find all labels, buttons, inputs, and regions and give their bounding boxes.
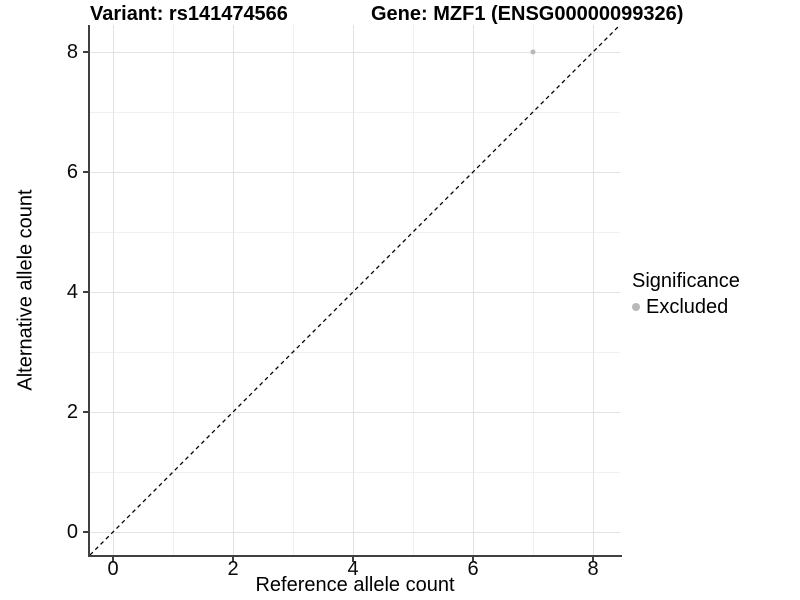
y-tick-mark — [83, 411, 88, 413]
plot-title-variant: Variant: rs141474566 — [90, 3, 288, 25]
gridline-major-vertical — [473, 25, 474, 555]
plot-panel — [90, 25, 620, 555]
gridline-minor-horizontal — [90, 112, 620, 113]
gridline-minor-horizontal — [90, 232, 620, 233]
x-axis-title: Reference allele count — [255, 574, 455, 596]
y-axis-line — [88, 25, 90, 557]
identity-line — [90, 25, 620, 555]
gridline-major-horizontal — [90, 532, 620, 533]
x-tick-mark — [592, 557, 594, 562]
x-axis-line — [88, 555, 622, 557]
x-tick-mark — [352, 557, 354, 562]
y-tick-mark — [83, 171, 88, 173]
x-tick-mark — [472, 557, 474, 562]
gridline-minor-vertical — [413, 25, 414, 555]
plot-canvas — [90, 25, 620, 555]
gridline-minor-vertical — [293, 25, 294, 555]
gridline-major-horizontal — [90, 412, 620, 413]
data-point-excluded — [530, 49, 536, 55]
legend-title: Significance — [632, 270, 740, 292]
y-tick-mark — [83, 291, 88, 293]
legend-item-label: Excluded — [646, 296, 729, 318]
gridline-minor-horizontal — [90, 472, 620, 473]
y-tick-label: 8 — [66, 41, 78, 63]
x-tick-mark — [232, 557, 234, 562]
gridline-major-horizontal — [90, 172, 620, 173]
y-tick-mark — [83, 51, 88, 53]
gridline-major-vertical — [353, 25, 354, 555]
legend-item-excluded: Excluded — [632, 295, 740, 319]
plot-title-gene: Gene: MZF1 (ENSG00000099326) — [371, 3, 684, 25]
y-axis-title: Alternative allele count — [14, 189, 37, 391]
y-tick-mark — [83, 531, 88, 533]
gridline-major-vertical — [113, 25, 114, 555]
gridline-major-vertical — [233, 25, 234, 555]
gridline-major-horizontal — [90, 292, 620, 293]
y-tick-label: 0 — [66, 521, 78, 543]
x-tick-mark — [112, 557, 114, 562]
x-tick-label: 2 — [227, 558, 239, 580]
x-tick-label: 0 — [107, 558, 119, 580]
gridline-minor-horizontal — [90, 352, 620, 353]
gridline-major-horizontal — [90, 52, 620, 53]
legend-point-icon — [632, 303, 640, 311]
x-tick-label: 6 — [467, 558, 479, 580]
x-tick-label: 8 — [587, 558, 599, 580]
y-tick-label: 4 — [66, 281, 78, 303]
y-tick-label: 2 — [66, 401, 78, 423]
gridline-major-vertical — [593, 25, 594, 555]
gridline-minor-vertical — [173, 25, 174, 555]
gridline-minor-vertical — [533, 25, 534, 555]
x-tick-label: 4 — [347, 558, 359, 580]
legend: Significance Excluded — [632, 269, 740, 319]
y-tick-label: 6 — [66, 161, 78, 183]
